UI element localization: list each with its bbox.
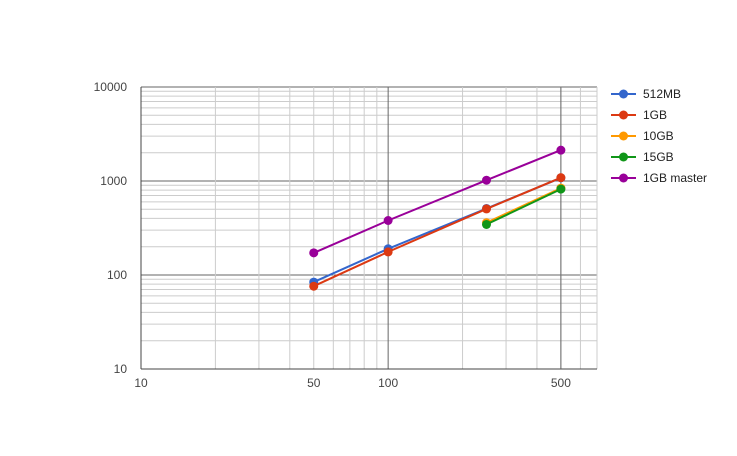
legend-label: 10GB <box>643 129 674 143</box>
data-point[interactable] <box>556 173 566 183</box>
series-line <box>313 149 562 254</box>
data-point[interactable] <box>481 175 491 185</box>
data-point[interactable] <box>383 216 393 226</box>
series-1gb <box>309 173 566 291</box>
data-point[interactable] <box>309 248 319 258</box>
legend-item[interactable]: 10GB <box>611 129 674 143</box>
legend-item[interactable]: 1GB master <box>611 171 707 185</box>
legend-marker <box>619 89 628 99</box>
legend: 512MB 1GB 10GB 15GB 1GB master <box>611 87 707 185</box>
data-point[interactable] <box>481 219 491 229</box>
y-tick-label: 100 <box>107 268 127 282</box>
y-tick-label: 10000 <box>94 80 128 94</box>
legend-marker <box>619 173 628 183</box>
legend-item[interactable]: 15GB <box>611 150 674 164</box>
legend-marker <box>619 110 628 120</box>
series-15gb <box>481 184 566 229</box>
data-point[interactable] <box>556 184 566 194</box>
legend-marker <box>619 131 628 141</box>
series-line <box>486 187 562 224</box>
x-tick-label: 500 <box>551 376 571 390</box>
x-tick-label: 50 <box>307 376 321 390</box>
legend-label: 512MB <box>643 87 681 101</box>
series-lines <box>309 145 566 291</box>
x-tick-label: 100 <box>378 376 398 390</box>
legend-label: 1GB master <box>643 171 707 185</box>
data-point[interactable] <box>556 145 566 155</box>
legend-label: 15GB <box>643 150 674 164</box>
legend-item[interactable]: 1GB <box>611 108 667 122</box>
legend-item[interactable]: 512MB <box>611 87 681 101</box>
series-line <box>313 176 562 288</box>
legend-marker <box>619 152 628 162</box>
data-point[interactable] <box>383 247 393 257</box>
legend-label: 1GB <box>643 108 667 122</box>
data-point[interactable] <box>481 204 491 214</box>
y-tick-label: 1000 <box>100 174 127 188</box>
axis-tick-labels: 10 100 1000 10000 10 50 100 500 <box>94 80 572 390</box>
y-tick-label: 10 <box>114 362 128 376</box>
data-point[interactable] <box>309 281 319 291</box>
series-line <box>486 188 562 226</box>
x-tick-label: 10 <box>134 376 148 390</box>
grid <box>140 86 598 370</box>
series-1gb-master <box>309 145 566 258</box>
